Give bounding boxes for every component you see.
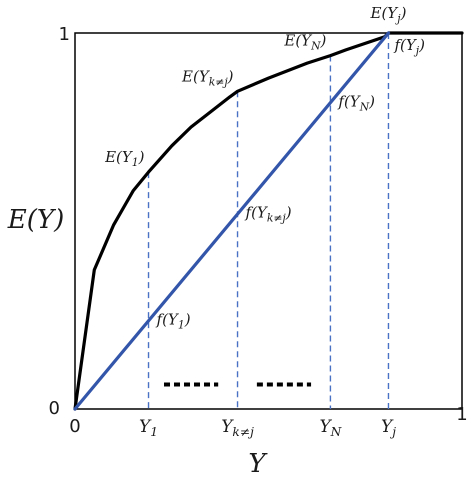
series-line [73, 31, 391, 411]
point-labels: Y1 E(Y1) f(Y1) Yk≠j E(Yk≠j) f(Yk≠j) YN E(YN) f(Y… [104, 4, 425, 439]
x-label-y1: Y1 [139, 417, 158, 439]
y-tick-0: 0 [49, 398, 60, 419]
f-label-y1: f(Y1) [156, 311, 191, 332]
f-label-yj: f(Yj) [393, 36, 425, 57]
y-tick-1: 1 [59, 24, 70, 45]
guide-lines [147, 33, 390, 409]
e-label-yj: E(Yj) [370, 4, 407, 25]
e-label-y1: E(Y1) [104, 148, 145, 169]
plot-frame [74, 32, 463, 410]
e-label-yn: E(YN) [283, 32, 326, 53]
series-layer [73, 31, 464, 411]
f-label-yn: f(YN) [337, 93, 375, 114]
f-label-yk: f(Yk≠j) [245, 203, 292, 224]
x-label-yj: Yj [381, 417, 396, 439]
y-axis-label: E(Y) [7, 205, 64, 235]
x-tick-0: 0 [69, 416, 80, 437]
e-label-yk: E(Yk≠j) [181, 67, 234, 88]
x-label-yn: YN [319, 417, 342, 439]
x-tick-1: 1 [456, 404, 467, 425]
x-label-yk: Yk≠j [221, 417, 254, 439]
x-axis-label: Y [248, 449, 268, 479]
